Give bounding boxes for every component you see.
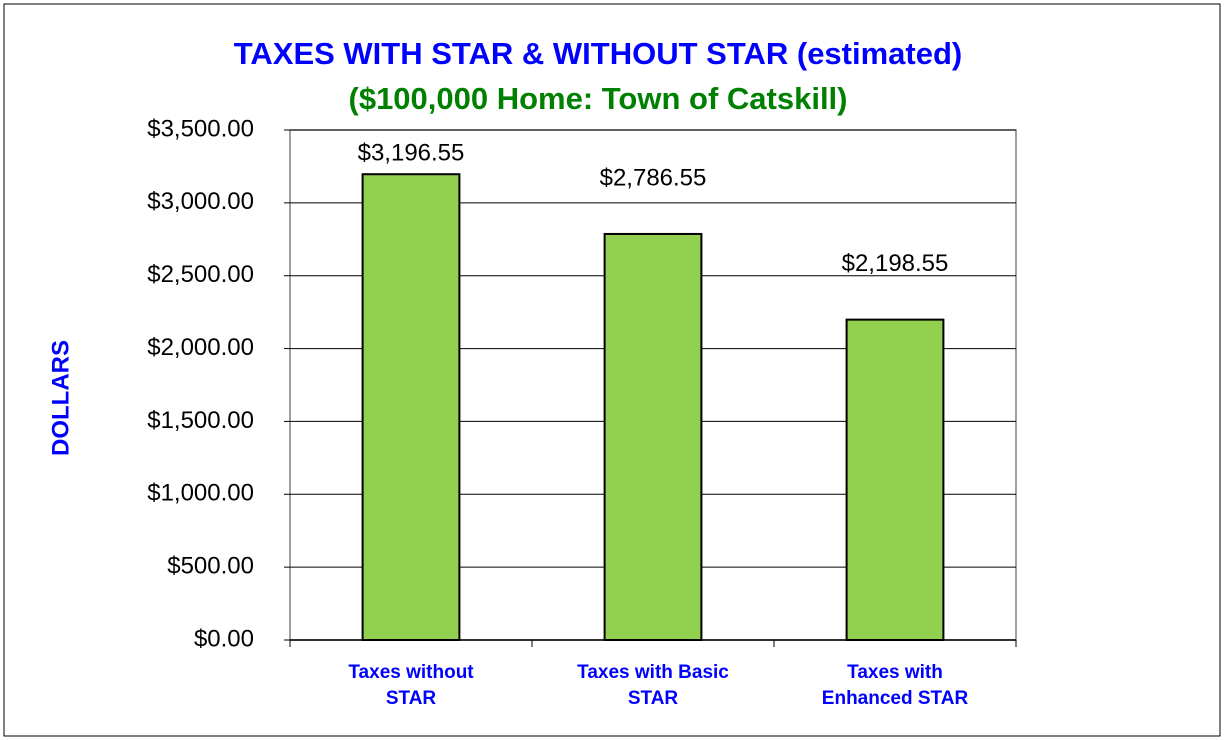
x-tick-label: Taxes without <box>348 662 474 683</box>
value-label: $3,196.55 <box>358 139 465 166</box>
y-tick-label: $3,500.00 <box>147 115 254 142</box>
y-tick-label: $0.00 <box>194 625 254 652</box>
y-tick-label: $1,500.00 <box>147 407 254 434</box>
value-label: $2,786.55 <box>600 164 707 191</box>
x-tick-label: Taxes with <box>847 662 943 683</box>
y-tick-label: $2,500.00 <box>147 261 254 288</box>
bar <box>845 318 945 641</box>
x-tick-label: STAR <box>386 688 437 709</box>
bar <box>603 232 703 641</box>
y-tick-label: $3,000.00 <box>147 188 254 215</box>
y-tick-label: $500.00 <box>167 552 254 579</box>
value-label: $2,198.55 <box>842 250 949 277</box>
x-tick-label: Taxes with Basic <box>577 662 729 683</box>
y-tick-label: $1,000.00 <box>147 480 254 507</box>
y-tick-label: $2,000.00 <box>147 334 254 361</box>
x-tick-label: STAR <box>628 688 679 709</box>
chart-subtitle: ($100,000 Home: Town of Catskill) <box>349 81 848 116</box>
y-axis-label: DOLLARS <box>47 340 74 456</box>
bar <box>361 173 461 641</box>
x-tick-label: Enhanced STAR <box>822 688 969 709</box>
chart-title: TAXES WITH STAR & WITHOUT STAR (estimate… <box>234 36 963 71</box>
